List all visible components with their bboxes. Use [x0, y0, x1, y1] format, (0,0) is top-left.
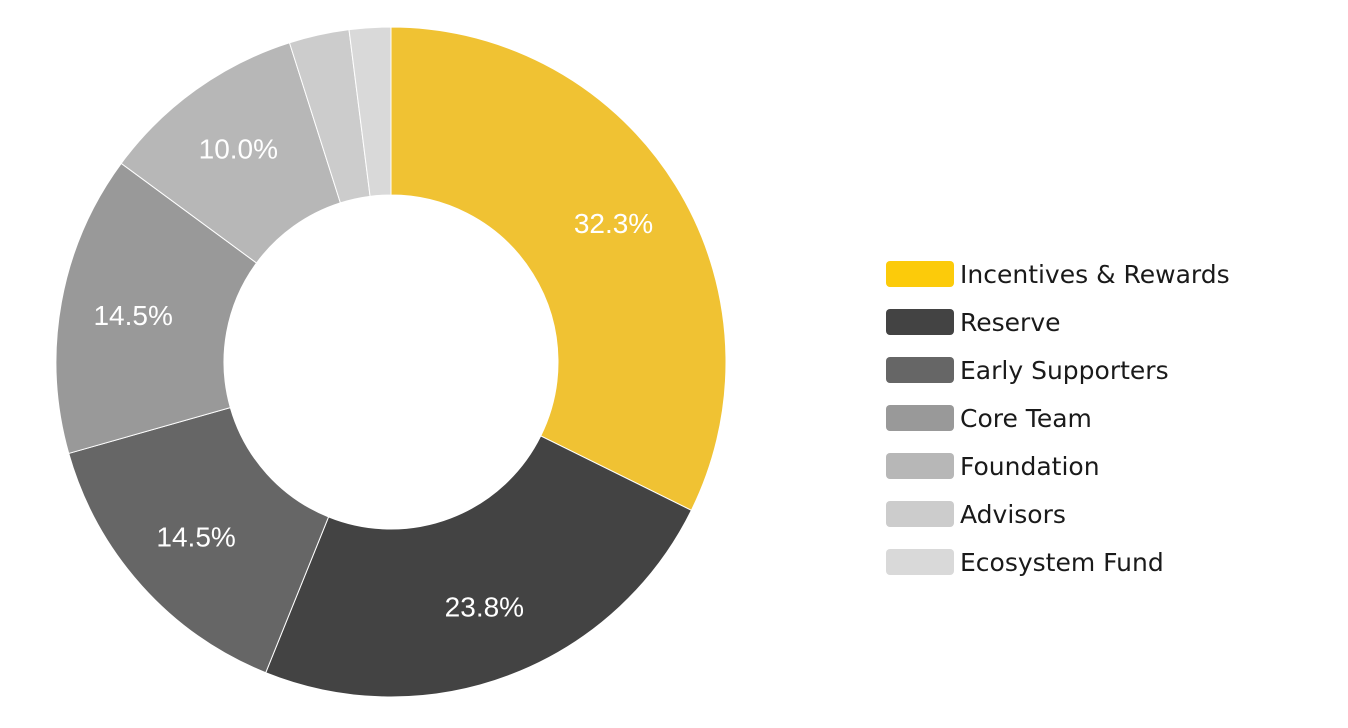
slice-label-incentives-and-rewards: 32.3% [574, 208, 653, 239]
legend-swatch [886, 453, 954, 479]
legend-label: Incentives & Rewards [960, 259, 1230, 289]
donut-slice-labels: 32.3% 23.8% 14.5% 14.5% 10.0% [93, 134, 653, 623]
legend-item-incentives-and-rewards: Incentives & Rewards [886, 250, 1230, 298]
slice-label-early-supporters: 14.5% [156, 522, 235, 553]
legend-label: Early Supporters [960, 355, 1169, 385]
legend-item-ecosystem-fund: Ecosystem Fund [886, 538, 1230, 586]
legend-swatch [886, 261, 954, 287]
legend-label: Advisors [960, 499, 1066, 529]
slice-label-reserve: 23.8% [445, 591, 524, 622]
legend-swatch [886, 549, 954, 575]
legend-item-core-team: Core Team [886, 394, 1230, 442]
legend-item-foundation: Foundation [886, 442, 1230, 490]
donut-slice-incentives-and-rewards [390, 26, 727, 511]
donut-slice-ecosystem-fund [348, 26, 392, 197]
legend-item-reserve: Reserve [886, 298, 1230, 346]
legend-label: Core Team [960, 403, 1092, 433]
legend-label: Reserve [960, 307, 1061, 337]
legend-swatch [886, 501, 954, 527]
legend-swatch [886, 405, 954, 431]
legend-label: Foundation [960, 451, 1100, 481]
legend-swatch [886, 309, 954, 335]
donut-slices [55, 26, 727, 698]
legend-swatch [886, 357, 954, 383]
donut-slice-reserve [265, 435, 693, 698]
slice-label-core-team: 14.5% [93, 300, 172, 331]
donut-slice-early-supporters [68, 406, 330, 674]
legend-label: Ecosystem Fund [960, 547, 1164, 577]
slice-label-foundation: 10.0% [199, 134, 278, 165]
legend-item-advisors: Advisors [886, 490, 1230, 538]
chart-legend: Incentives & Rewards Reserve Early Support… [886, 250, 1230, 586]
donut-slice-core-team [55, 162, 258, 455]
legend-item-early-supporters: Early Supporters [886, 346, 1230, 394]
